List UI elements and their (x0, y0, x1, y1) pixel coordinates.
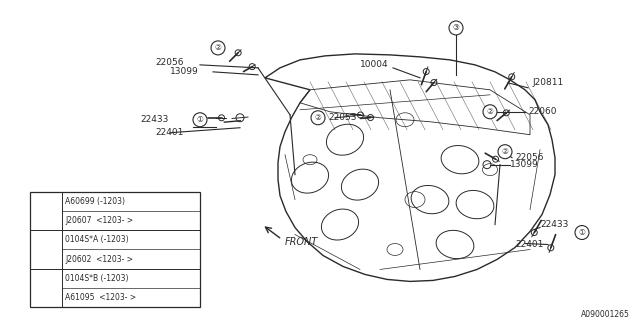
Text: 3: 3 (44, 284, 49, 292)
Text: 2: 2 (44, 245, 49, 254)
Circle shape (311, 111, 325, 125)
Text: ①: ① (579, 228, 586, 237)
Text: J20811: J20811 (532, 78, 563, 87)
Circle shape (483, 105, 497, 119)
Text: FRONT: FRONT (285, 236, 318, 246)
Text: 22053: 22053 (328, 113, 356, 122)
Circle shape (39, 204, 53, 218)
Bar (30, 192, 200, 308)
Text: ②: ② (214, 44, 221, 52)
Text: ②: ② (486, 107, 493, 116)
Text: ②: ② (502, 147, 508, 156)
Text: 0104S*B (-1203): 0104S*B (-1203) (65, 274, 129, 283)
Text: 22060: 22060 (528, 107, 557, 116)
Circle shape (39, 243, 53, 256)
Circle shape (39, 281, 53, 295)
Text: J20602  <1203- >: J20602 <1203- > (65, 255, 133, 264)
Text: 22056: 22056 (155, 58, 184, 68)
Text: A090001265: A090001265 (581, 310, 630, 319)
Text: 22433: 22433 (540, 220, 568, 229)
Text: ②: ② (315, 113, 321, 122)
Text: J20607  <1203- >: J20607 <1203- > (65, 216, 133, 225)
Text: A60699 (-1203): A60699 (-1203) (65, 197, 125, 206)
Circle shape (575, 226, 589, 239)
Circle shape (498, 145, 512, 159)
Text: 13099: 13099 (170, 67, 199, 76)
Text: ③: ③ (452, 23, 460, 32)
Text: 13099: 13099 (510, 160, 539, 169)
Text: 22401: 22401 (515, 240, 543, 249)
Circle shape (449, 21, 463, 35)
Text: 22433: 22433 (140, 115, 168, 124)
Text: 22056: 22056 (515, 153, 543, 162)
Text: 1: 1 (44, 206, 49, 215)
Text: 10004: 10004 (360, 60, 388, 69)
Text: 22401: 22401 (155, 128, 184, 137)
Circle shape (193, 113, 207, 127)
Text: 0104S*A (-1203): 0104S*A (-1203) (65, 235, 129, 244)
Text: A61095  <1203- >: A61095 <1203- > (65, 293, 136, 302)
Circle shape (211, 41, 225, 55)
Text: ①: ① (196, 115, 204, 124)
